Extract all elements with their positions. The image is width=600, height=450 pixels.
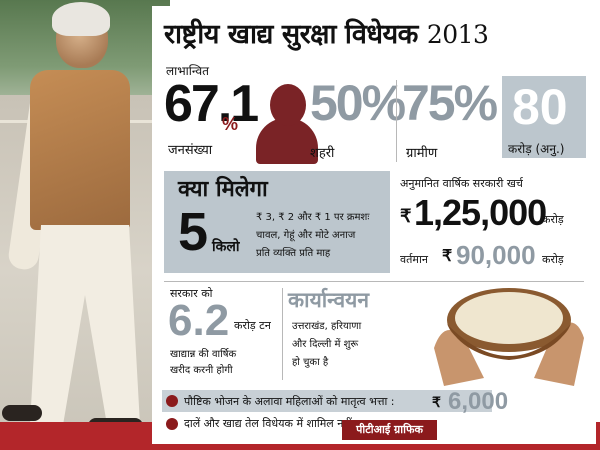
bullet-1-rupee: ₹: [432, 394, 441, 410]
bowl-body: [447, 324, 571, 360]
rural-label: ग्रामीण: [406, 146, 438, 161]
urban-label: शहरी: [310, 146, 335, 161]
benefit-title: क्या मिलेगा: [178, 177, 268, 202]
implementation-line2: और दिल्ली में शुरू: [292, 339, 359, 350]
expense-unit: करोड़: [542, 213, 564, 226]
figure-legs: [30, 225, 140, 425]
procurement-unit: करोड़ टन: [234, 319, 271, 332]
beneficiaries-label-bottom: जनसंख्या: [168, 143, 213, 158]
crore-label: करोड़ (अनु.): [508, 142, 565, 156]
section-rule: [164, 281, 584, 282]
benefit-line1: ₹ 3, ₹ 2 और ₹ 1 पर क्रमशः: [256, 212, 370, 223]
infographic-panel: राष्ट्रीय खाद्य सुरक्षा विधेयक 2013 लाभा…: [152, 6, 596, 444]
person-head-icon: [270, 84, 306, 126]
credit-badge: पीटीआई ग्राफिक: [342, 420, 437, 440]
implementation-title: कार्यान्वयन: [288, 288, 369, 312]
rice-grains: [455, 292, 563, 344]
hand-left: [434, 330, 484, 386]
figure-shoe: [2, 405, 42, 421]
rice-bowl-illustration: [434, 288, 584, 386]
bullet-bar-1: [162, 390, 492, 412]
rural-value: 75%: [402, 75, 498, 131]
bullet-dot-icon: [166, 395, 178, 407]
procurement-line2: खरीद करनी होगी: [170, 365, 233, 376]
benefit-line2: चावल, गेहूं और मोटे अनाज: [256, 230, 356, 241]
implementation-line1: उत्तराखंड, हरियाणा: [292, 321, 362, 332]
bullet-1-text: पौष्टिक भोजन के अलावा महिलाओं को मातृत्व…: [184, 395, 395, 408]
procurement-value: 6.2: [168, 296, 230, 345]
bullet-dot-icon: [166, 418, 178, 430]
beneficiaries-unit: %: [222, 114, 239, 134]
implementation-line3: हो चुका है: [292, 357, 329, 368]
crore-value: 80: [512, 79, 568, 135]
procurement-line1: खाद्यान्न की वार्षिक: [170, 349, 237, 360]
figure-hair: [52, 2, 110, 36]
bullet-1-value: 6,000: [448, 388, 509, 415]
title-text: राष्ट्रीय खाद्य सुरक्षा विधेयक: [164, 19, 418, 50]
figure-vest: [30, 70, 130, 230]
benefit-qty-unit: किलो: [212, 239, 240, 255]
expense-current-unit: करोड़: [542, 253, 564, 266]
bullet-2-text: दालें और खाद्य तेल विधेयक में शामिल नहीं: [184, 417, 353, 430]
beneficiaries-value: 67.1: [164, 75, 259, 133]
expense-current-rupee: ₹: [442, 248, 453, 265]
procurement-label-top: सरकार को: [170, 287, 213, 300]
divider: [282, 288, 283, 380]
expense-current-value: 90,000: [456, 240, 536, 270]
crore-box: 80 करोड़ (अनु.): [502, 76, 586, 158]
hand-right: [534, 322, 584, 386]
expense-current-label: वर्तमान: [400, 253, 428, 266]
title-year: 2013: [426, 20, 489, 49]
benefit-qty: 5: [178, 202, 209, 262]
benefit-line3: प्रति व्यक्ति प्रति माह: [256, 248, 331, 259]
background-photo: [0, 0, 170, 450]
expense-rupee: ₹: [400, 206, 412, 226]
expense-label: अनुमानित वार्षिक सरकारी खर्च: [400, 177, 523, 190]
benefit-box: क्या मिलेगा 5 किलो ₹ 3, ₹ 2 और ₹ 1 पर क्…: [164, 171, 390, 273]
infographic-title: राष्ट्रीय खाद्य सुरक्षा विधेयक 2013: [164, 14, 489, 51]
expense-value: 1,25,000: [414, 192, 547, 233]
divider: [396, 80, 397, 162]
urban-value: 50%: [310, 75, 406, 131]
beneficiaries-label-top: लाभान्वित: [166, 64, 209, 78]
